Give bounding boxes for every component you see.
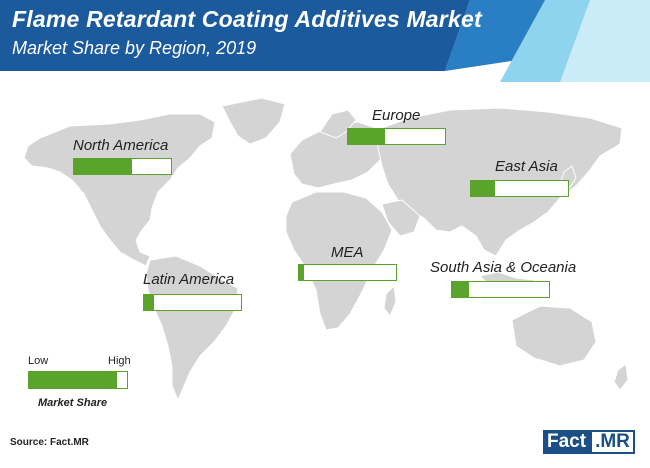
- region-label-east-asia: East Asia: [495, 158, 558, 175]
- logo-part-mr: .MR: [590, 430, 635, 454]
- map-north-america: [23, 113, 216, 267]
- legend-scale-bar: [28, 371, 128, 389]
- region-label-latin-america: Latin America: [143, 271, 235, 288]
- legend: Low High Market Share: [28, 355, 138, 415]
- map-south-america: [145, 255, 239, 402]
- region-bar-east-asia: [470, 180, 569, 197]
- region-label-south-asia-oceania: South Asia & Oceania: [430, 259, 577, 276]
- region-bar-north-america: [73, 158, 172, 175]
- map-greenland: [221, 97, 286, 145]
- bar-fill-latin-america: [144, 295, 154, 310]
- legend-caption: Market Share: [38, 397, 108, 409]
- region-label-north-america: North America: [73, 137, 169, 154]
- map-scandinavia: [319, 109, 357, 139]
- header-banner: Flame Retardant Coating Additives Market…: [0, 0, 650, 82]
- chart-subtitle: Market Share by Region, 2019: [12, 38, 257, 58]
- region-label-mea: MEA: [331, 244, 364, 261]
- region-bar-south-asia-oceania: [451, 281, 550, 298]
- logo-part-fact: Fact: [543, 430, 591, 454]
- map-australia: [511, 305, 597, 367]
- region-label-europe: Europe: [372, 107, 421, 124]
- bar-fill-east-asia: [471, 181, 496, 196]
- bar-fill-north-america: [74, 159, 133, 174]
- source-note: Source: Fact.MR: [10, 437, 89, 448]
- region-bar-latin-america: [143, 294, 242, 311]
- header-background: [0, 0, 650, 82]
- bar-fill-europe: [348, 129, 385, 144]
- legend-scale-fill: [29, 372, 118, 388]
- bar-fill-south-asia-oceania: [452, 282, 470, 297]
- bar-fill-mea: [299, 265, 304, 280]
- map-new-zealand: [613, 363, 629, 391]
- map-africa: [285, 191, 393, 331]
- region-bar-mea: [298, 264, 397, 281]
- map-madagascar: [383, 284, 397, 317]
- map-arabia: [381, 199, 421, 237]
- region-bar-europe: [347, 128, 446, 145]
- legend-high-label: High: [108, 355, 131, 367]
- factmr-logo: Fact .MR: [543, 430, 641, 454]
- legend-low-label: Low: [28, 355, 49, 367]
- chart-title: Flame Retardant Coating Additives Market: [12, 6, 482, 32]
